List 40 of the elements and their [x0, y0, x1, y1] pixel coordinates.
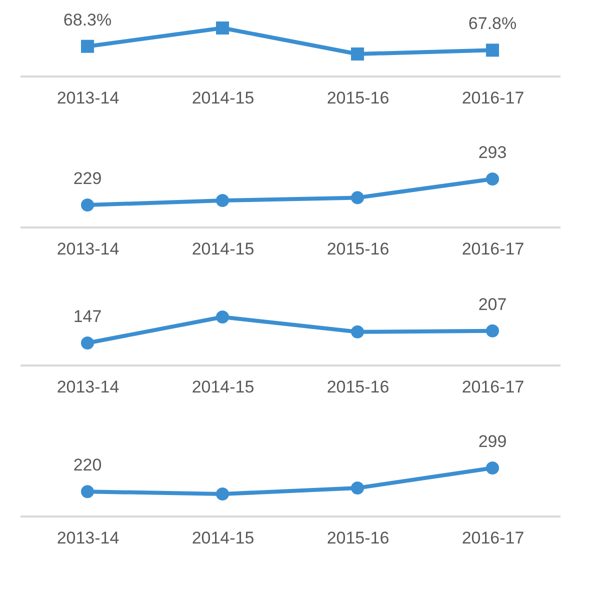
point	[80, 336, 94, 350]
point	[80, 198, 94, 212]
point	[80, 40, 94, 53]
data-label: 220	[73, 456, 102, 475]
data-label: 207	[478, 294, 507, 314]
x-tick-label: 2013-14	[56, 240, 120, 258]
data-label: 229	[73, 169, 102, 188]
point	[486, 44, 500, 57]
x-tick-label: 2014-15	[192, 378, 254, 396]
x-tick-label: 2013-14	[56, 528, 120, 548]
x-tick-label: 2013-14	[56, 88, 120, 108]
x-tick-label: 2015-16	[326, 378, 390, 396]
x-tick-label: 2015-16	[326, 528, 390, 548]
point	[350, 191, 364, 204]
data-label: 293	[478, 143, 507, 162]
point	[350, 482, 364, 495]
point	[216, 194, 230, 208]
point	[216, 310, 230, 324]
data-label: 147	[73, 307, 102, 326]
x-tick-label: 2014-15	[192, 88, 254, 108]
point	[486, 172, 500, 186]
point	[486, 461, 500, 475]
point	[486, 324, 500, 338]
x-tick-label: 2016-17	[462, 88, 524, 108]
point	[216, 21, 230, 35]
x-tick-label: 2015-16	[326, 240, 390, 258]
x-tick-label: 2013-14	[56, 378, 120, 396]
point	[350, 325, 364, 338]
x-tick-label: 2015-16	[326, 88, 390, 108]
x-tick-label: 2016-17	[462, 378, 524, 396]
data-label: 67.8%	[468, 14, 517, 34]
point	[216, 487, 230, 501]
x-tick-label: 2014-15	[192, 528, 254, 548]
point	[80, 485, 94, 498]
point	[350, 47, 364, 61]
x-tick-label: 2014-15	[192, 240, 254, 258]
x-tick-label: 2016-17	[462, 528, 524, 548]
data-label: 299	[478, 432, 507, 451]
data-label: 68.3%	[63, 10, 112, 30]
x-tick-label: 2016-17	[462, 240, 524, 258]
